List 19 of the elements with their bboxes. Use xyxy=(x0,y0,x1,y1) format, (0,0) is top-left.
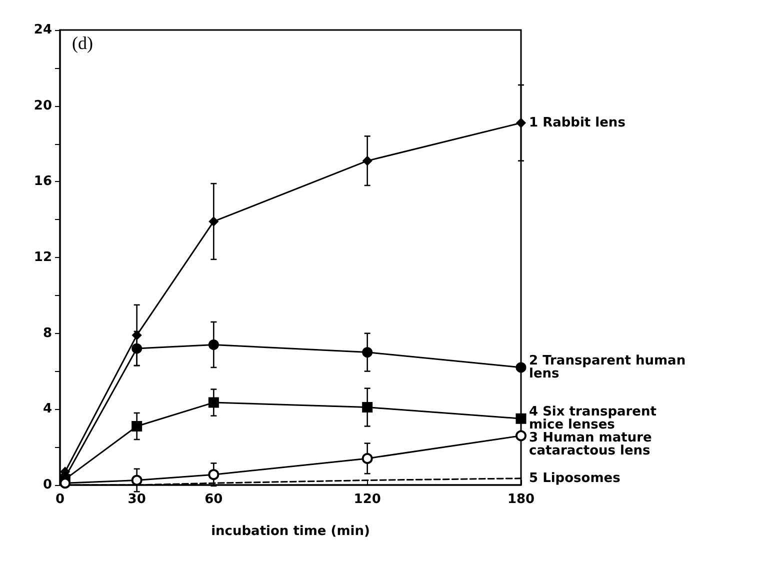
y-tick-label: 4 xyxy=(42,402,52,417)
x-tick-label: 30 xyxy=(128,492,146,507)
series-label: 5 Liposomes xyxy=(529,470,621,486)
x-tick-label: 120 xyxy=(354,492,381,507)
series-label: 1 Rabbit lens xyxy=(529,115,626,130)
y-tick-label: 16 xyxy=(34,174,52,190)
annotation: (d) xyxy=(72,33,93,53)
series-label: 2 Transparent human lens xyxy=(529,353,690,382)
x-axis-title: incubation time (min) xyxy=(211,524,370,539)
y-tick-label: 24 xyxy=(34,22,52,38)
x-tick-label: 60 xyxy=(204,492,223,507)
y-tick-label: 20 xyxy=(34,98,52,114)
series-label: 3 Human mature cataractous lens xyxy=(529,430,656,459)
x-tick-label: 180 xyxy=(507,492,535,507)
y-tick-label: 12 xyxy=(34,250,52,265)
y-tick-label: 8 xyxy=(42,326,52,341)
x-tick-label: 0 xyxy=(55,492,65,507)
series-label: 4 Six transparent mice lenses xyxy=(529,404,661,433)
y-tick-label: 0 xyxy=(42,478,52,492)
